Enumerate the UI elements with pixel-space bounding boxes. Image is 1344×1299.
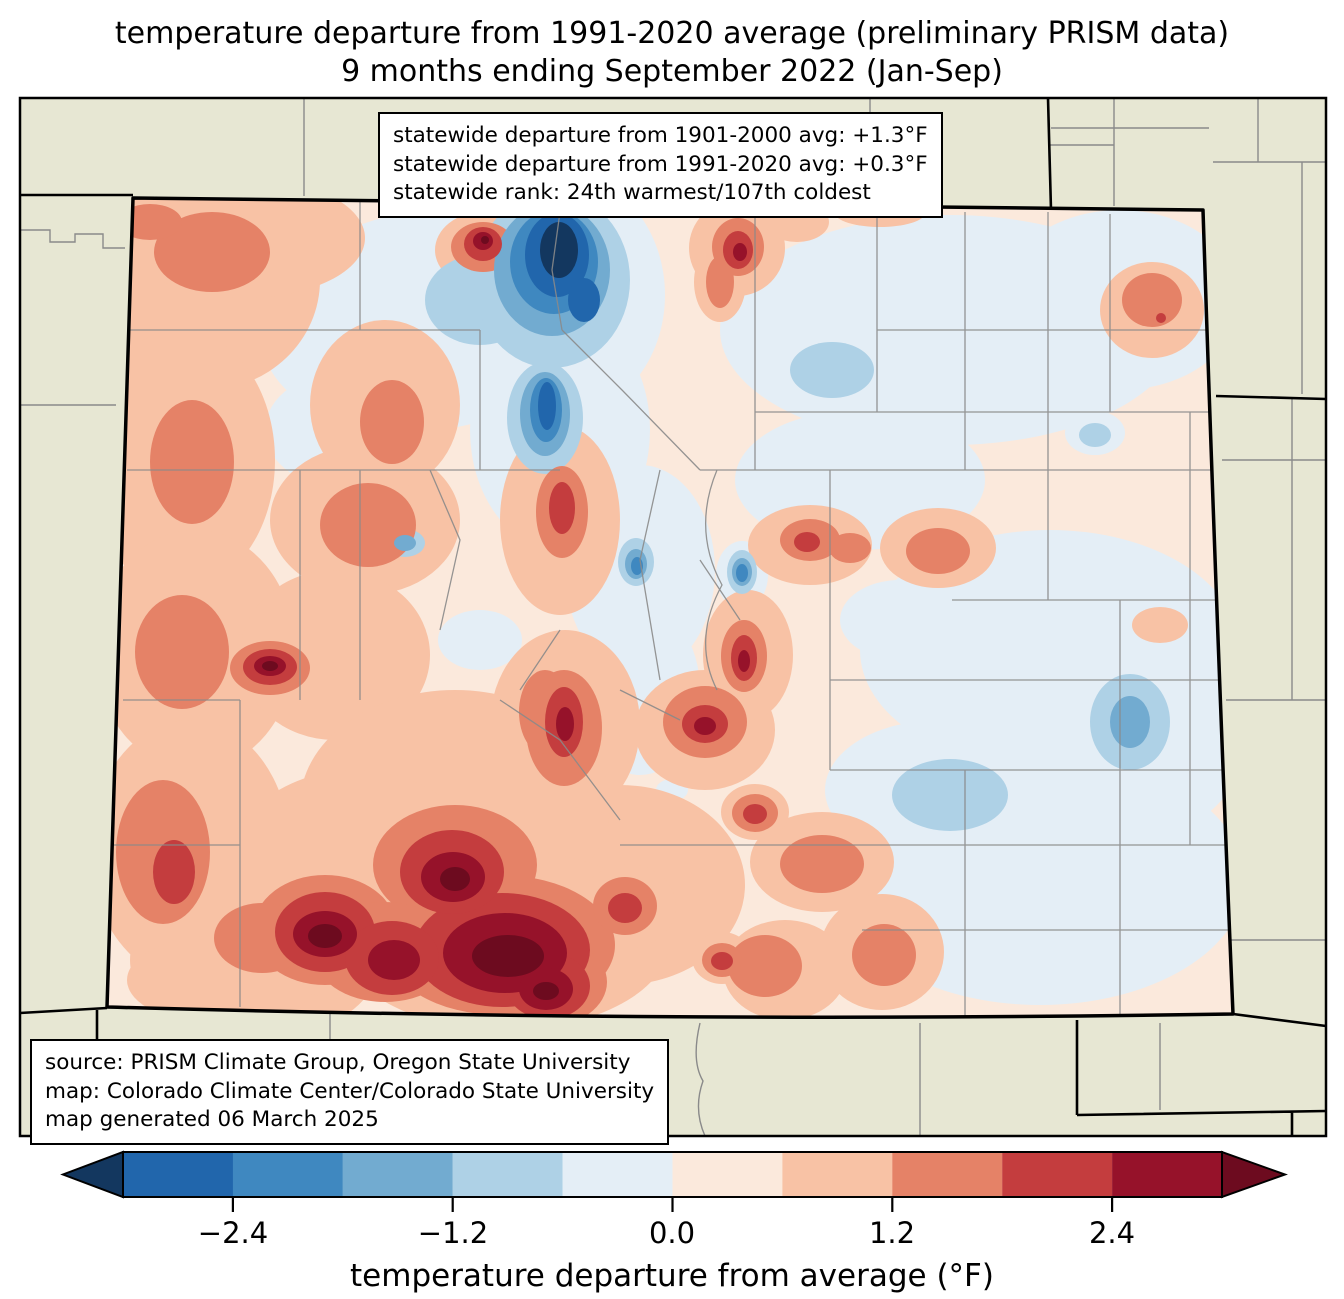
- contour-band-navy-core: [525, 213, 600, 430]
- colorbar-segment: [782, 1152, 893, 1197]
- statewide-stats-box: statewide departure from 1901-2000 avg: …: [378, 112, 943, 218]
- colorbar-tick-label: 1.2: [868, 1216, 916, 1250]
- colorbar-tick-label: 0.0: [648, 1216, 696, 1250]
- map-frame: [18, 96, 1328, 1138]
- colorbar-segment: [123, 1152, 233, 1197]
- county-lines-colorado: [110, 198, 1232, 1016]
- colorbar-segment: [342, 1152, 453, 1197]
- anomaly-contours: [107, 198, 1233, 1018]
- source-line-2: map: Colorado Climate Center/Colorado St…: [45, 1078, 655, 1104]
- colorbar-segment: [1002, 1152, 1113, 1197]
- source-line-1: source: PRISM Climate Group, Oregon Stat…: [45, 1050, 631, 1075]
- stats-line-1: statewide departure from 1901-2000 avg: …: [393, 123, 928, 148]
- colorbar-ticks: [231, 1197, 1114, 1212]
- colorbar-axis-label: temperature departure from average (°F): [350, 1258, 994, 1294]
- colorbar-tick-label: −2.4: [197, 1216, 269, 1250]
- stats-line-2: statewide departure from 1991-2020 avg: …: [393, 151, 928, 177]
- colorbar-segment: [672, 1152, 783, 1197]
- colorbar-segment: [892, 1152, 1003, 1197]
- colorbar-tick-label: −1.2: [417, 1216, 489, 1250]
- colorbar: [60, 1150, 1288, 1212]
- source-line-3: map generated 06 March 2025: [45, 1107, 379, 1133]
- colorbar-under-arrow: [60, 1150, 124, 1199]
- contour-band-maroon-core: [262, 236, 559, 1000]
- colorbar-segment: [1112, 1152, 1222, 1197]
- colorbar-segment: [452, 1152, 563, 1197]
- stats-line-3: statewide rank: 24th warmest/107th colde…: [393, 180, 871, 206]
- map-title-line2: 9 months ending September 2022 (Jan-Sep): [341, 54, 1003, 89]
- colorbar-tick-label: 2.4: [1088, 1216, 1136, 1250]
- source-attribution-box: source: PRISM Climate Group, Oregon Stat…: [30, 1039, 670, 1145]
- colorbar-over-arrow: [1221, 1150, 1288, 1199]
- map-title-line1: temperature departure from 1991-2020 ave…: [114, 16, 1230, 51]
- colorbar-segment: [562, 1152, 673, 1197]
- colorbar-segment: [232, 1152, 343, 1197]
